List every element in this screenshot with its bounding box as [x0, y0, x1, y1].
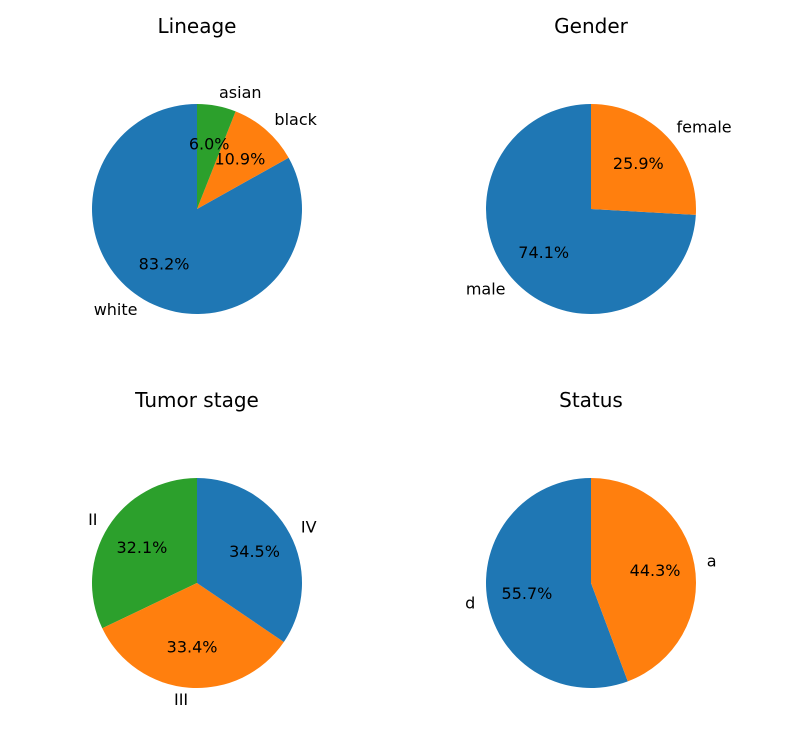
slice-percent-label: 44.3% [630, 561, 681, 580]
chart-title: Tumor stage [135, 388, 259, 412]
slice-category-label: female [676, 118, 731, 137]
chart-title: Status [559, 388, 623, 412]
slice-category-label: asian [219, 83, 262, 102]
slice-category-label: a [707, 552, 717, 571]
slice-category-label: III [174, 690, 188, 709]
slice-category-label: II [88, 510, 97, 529]
slice-percent-label: 34.5% [229, 542, 280, 561]
pie-chart: 74.1% male 25.9% female [426, 44, 756, 374]
slice-percent-label: 55.7% [502, 584, 553, 603]
slice-percent-label: 83.2% [139, 255, 190, 274]
slice-category-label: black [274, 110, 317, 129]
slice-percent-label: 6.0% [189, 135, 230, 154]
pie-wrap: 32.1% II 33.4% III 34.5% IV [0, 418, 394, 748]
slice-category-label: white [94, 300, 138, 319]
pie-wrap: 55.7% d 44.3% a [394, 418, 788, 748]
chart-title: Lineage [158, 14, 237, 38]
pie-chart: 32.1% II 33.4% III 34.5% IV [32, 418, 362, 748]
pie-chart: 55.7% d 44.3% a [426, 418, 756, 748]
pie-chart: 83.2%white10.9%black6.0%asian [32, 44, 362, 374]
pie-wrap: 83.2%white10.9%black6.0%asian [0, 44, 394, 374]
slice-percent-label: 25.9% [613, 154, 664, 173]
slice-percent-label: 74.1% [518, 243, 569, 262]
chart-cell: Status 55.7% d 44.3% a [394, 374, 788, 748]
chart-cell: Lineage83.2%white10.9%black6.0%asian [0, 0, 394, 374]
chart-cell: Tumor stage 32.1% II 33.4% III 34.5% IV [0, 374, 394, 748]
slice-category-label: IV [301, 517, 317, 536]
slice-category-label: male [466, 279, 506, 298]
chart-cell: Gender 74.1% male 25.9% female [394, 0, 788, 374]
slice-percent-label: 32.1% [117, 538, 168, 557]
pie-wrap: 74.1% male 25.9% female [394, 44, 788, 374]
chart-title: Gender [554, 14, 628, 38]
slice-percent-label: 33.4% [167, 637, 218, 656]
slice-category-label: d [465, 593, 475, 612]
